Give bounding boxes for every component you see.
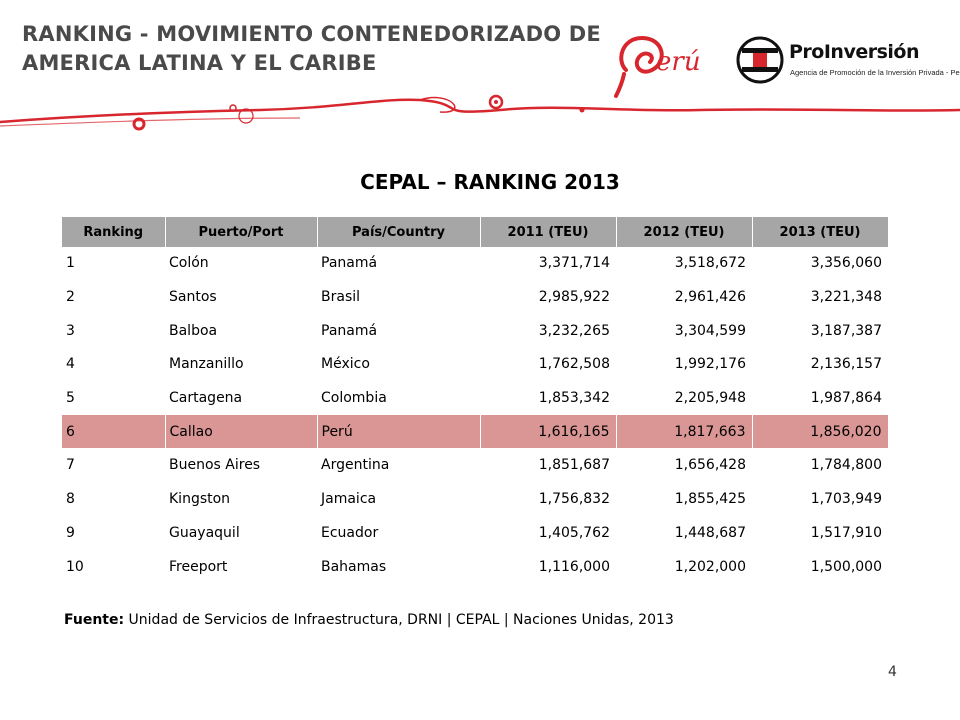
cell-2011: 3,232,265 xyxy=(480,313,616,349)
cell-2013: 2,136,157 xyxy=(752,347,888,382)
cell-ranking: 1 xyxy=(62,247,165,281)
cell-2013: 3,221,348 xyxy=(752,280,888,315)
table-row: 4 Manzanillo México 1,762,508 1,992,176 … xyxy=(62,347,888,382)
proinversion-name: ProInversión xyxy=(789,41,920,63)
cell-2012: 1,817,663 xyxy=(616,414,753,450)
cell-ranking: 6 xyxy=(62,414,166,450)
cell-2012: 3,518,672 xyxy=(616,247,752,281)
cell-2011: 1,116,000 xyxy=(480,549,616,584)
header-2012: 2012 (TEU) xyxy=(616,217,753,247)
cell-2012: 1,855,425 xyxy=(616,482,752,517)
cell-2011: 2,985,922 xyxy=(480,280,616,315)
cell-2013: 1,703,949 xyxy=(752,482,888,517)
proinversion-tagline: Agencia de Promoción de la Inversión Pri… xyxy=(790,68,960,77)
ranking-table: Ranking Puerto/Port País/Country 2011 (T… xyxy=(62,217,889,584)
header-ranking: Ranking xyxy=(62,217,166,247)
cell-2011: 1,851,687 xyxy=(480,448,616,483)
deco-circle xyxy=(229,104,237,112)
cell-2012: 1,448,687 xyxy=(616,516,752,551)
source-label: Fuente: xyxy=(64,612,125,628)
cell-ranking: 5 xyxy=(62,381,165,416)
table-row: 2 Santos Brasil 2,985,922 2,961,426 3,22… xyxy=(62,280,888,315)
cell-2013: 1,517,910 xyxy=(752,516,888,551)
cell-2012: 2,205,948 xyxy=(616,381,752,416)
table-row: 1 Colón Panamá 3,371,714 3,518,672 3,356… xyxy=(62,247,888,281)
cell-country: Perú xyxy=(317,414,481,450)
table-row: 5 Cartagena Colombia 1,853,342 2,205,948… xyxy=(62,381,888,416)
cell-2013: 3,187,387 xyxy=(752,313,888,349)
cell-ranking: 3 xyxy=(62,313,165,349)
cell-2011: 1,853,342 xyxy=(480,381,616,416)
proinversion-logo: ProInversión Agencia de Promoción de la … xyxy=(735,35,960,90)
slide-title: RANKING - MOVIMIENTO CONTENEDORIZADO DE … xyxy=(22,22,601,75)
cell-2013: 1,500,000 xyxy=(752,549,888,584)
cell-ranking: 10 xyxy=(62,549,165,584)
cell-port: Balboa xyxy=(165,313,317,349)
deco-circle xyxy=(238,108,254,124)
cell-2013: 1,987,864 xyxy=(752,381,888,416)
cell-ranking: 2 xyxy=(62,280,165,315)
cell-country: México xyxy=(317,347,480,382)
peru-logo: erú xyxy=(612,30,722,100)
table-header-row: Ranking Puerto/Port País/Country 2011 (T… xyxy=(62,217,889,247)
cell-2012: 1,202,000 xyxy=(616,549,752,584)
page-number: 4 xyxy=(888,664,897,680)
cell-port: Manzanillo xyxy=(165,347,317,382)
proinversion-mark-icon xyxy=(736,36,784,84)
cell-port: Kingston xyxy=(165,482,317,517)
table-row: 7 Buenos Aires Argentina 1,851,687 1,656… xyxy=(62,448,888,483)
header-port: Puerto/Port xyxy=(165,217,318,247)
cell-2012: 2,961,426 xyxy=(616,280,752,315)
cell-port: Santos xyxy=(165,280,317,315)
cell-2013: 3,356,060 xyxy=(752,247,888,281)
deco-circle xyxy=(494,100,498,104)
cell-country: Colombia xyxy=(317,381,480,416)
cell-ranking: 9 xyxy=(62,516,165,551)
cell-2012: 1,992,176 xyxy=(616,347,752,382)
table-row-highlighted: 6 Callao Perú 1,616,165 1,817,663 1,856,… xyxy=(62,414,889,450)
cell-2011: 1,405,762 xyxy=(480,516,616,551)
peru-spiral-icon: erú xyxy=(614,35,701,98)
cell-port: Callao xyxy=(165,414,318,450)
cell-country: Panamá xyxy=(317,247,480,281)
cell-country: Argentina xyxy=(317,448,480,483)
table-row: 3 Balboa Panamá 3,232,265 3,304,599 3,18… xyxy=(62,313,888,349)
cell-2013: 1,784,800 xyxy=(752,448,888,483)
table-row: 8 Kingston Jamaica 1,756,832 1,855,425 1… xyxy=(62,482,888,517)
header-country: País/Country xyxy=(317,217,481,247)
deco-circle xyxy=(488,94,504,110)
header-2013: 2013 (TEU) xyxy=(752,217,889,247)
cell-port: Guayaquil xyxy=(165,516,317,551)
cell-country: Jamaica xyxy=(317,482,480,517)
cell-2012: 3,304,599 xyxy=(616,313,752,349)
cell-port: Freeport xyxy=(165,549,317,584)
cell-port: Colón xyxy=(165,247,317,281)
cell-2011: 1,756,832 xyxy=(480,482,616,517)
cell-country: Panamá xyxy=(317,313,480,349)
cell-port: Buenos Aires xyxy=(165,448,317,483)
source-text: Unidad de Servicios de Infraestructura, … xyxy=(124,612,674,628)
cell-country: Brasil xyxy=(317,280,480,315)
header-2011: 2011 (TEU) xyxy=(480,217,617,247)
peru-wordmark: erú xyxy=(656,47,701,77)
table-row: 9 Guayaquil Ecuador 1,405,762 1,448,687 … xyxy=(62,516,888,551)
deco-circle xyxy=(579,107,585,113)
cell-ranking: 4 xyxy=(62,347,165,382)
cell-2011: 1,616,165 xyxy=(480,414,617,450)
decorative-brush-stroke xyxy=(0,94,960,131)
table-title: CEPAL – RANKING 2013 xyxy=(360,170,620,194)
cell-ranking: 7 xyxy=(62,448,165,483)
cell-2013: 1,856,020 xyxy=(752,414,889,450)
cell-country: Bahamas xyxy=(317,549,480,584)
cell-2012: 1,656,428 xyxy=(616,448,752,483)
cell-2011: 1,762,508 xyxy=(480,347,616,382)
cell-country: Ecuador xyxy=(317,516,480,551)
deco-circle xyxy=(132,117,146,131)
cell-port: Cartagena xyxy=(165,381,317,416)
source-note: Fuente: Unidad de Servicios de Infraestr… xyxy=(64,612,674,628)
table-row: 10 Freeport Bahamas 1,116,000 1,202,000 … xyxy=(62,549,888,584)
cell-2011: 3,371,714 xyxy=(480,247,616,281)
cell-ranking: 8 xyxy=(62,482,165,517)
